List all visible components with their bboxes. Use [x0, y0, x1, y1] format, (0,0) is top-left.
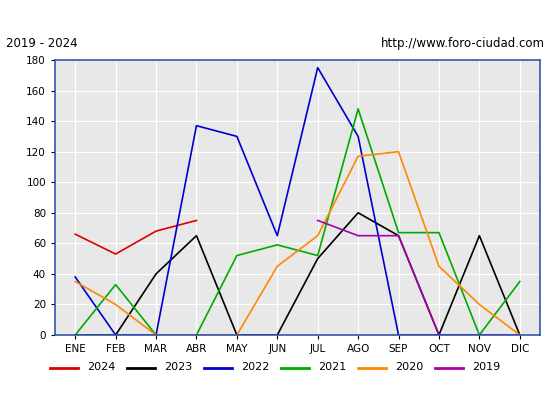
Text: 2023: 2023 [164, 362, 192, 372]
Text: http://www.foro-ciudad.com: http://www.foro-ciudad.com [381, 38, 544, 50]
Text: 2019 - 2024: 2019 - 2024 [6, 38, 77, 50]
Text: 2022: 2022 [241, 362, 270, 372]
Text: 2020: 2020 [395, 362, 424, 372]
Text: 2024: 2024 [87, 362, 116, 372]
Text: Evolucion Nº Turistas Nacionales en el municipio de San Miguel de Aguayo: Evolucion Nº Turistas Nacionales en el m… [26, 10, 524, 22]
Text: 2021: 2021 [318, 362, 346, 372]
Text: 2019: 2019 [472, 362, 500, 372]
